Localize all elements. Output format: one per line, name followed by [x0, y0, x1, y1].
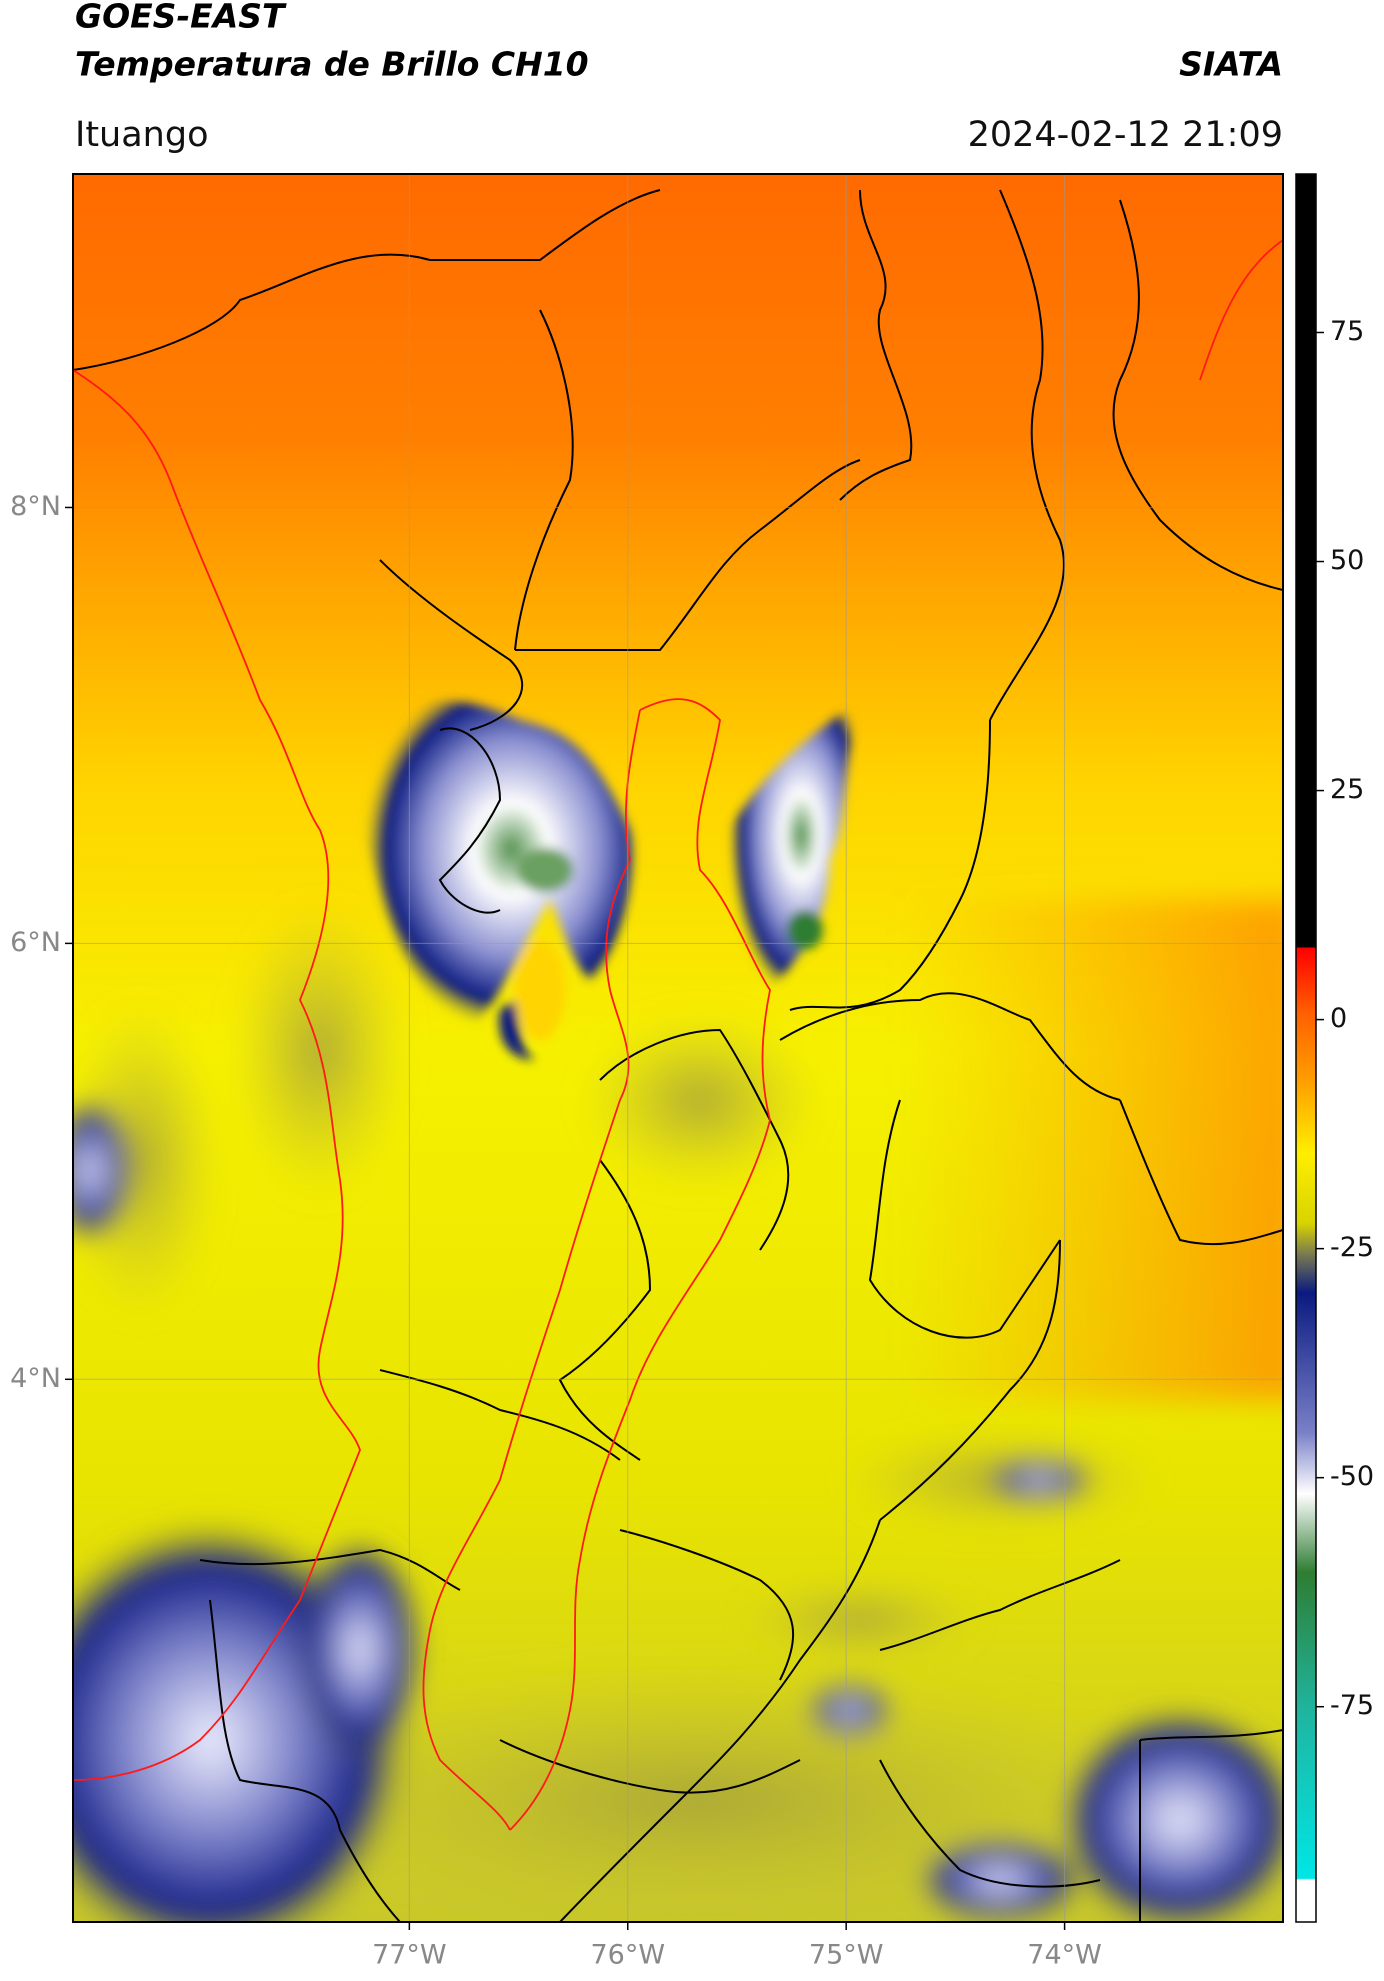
colorbar-tick-label: 50: [1330, 545, 1364, 576]
colorbar-tick-label: 0: [1330, 1003, 1347, 1034]
y-tick-label: 4°N: [10, 1363, 61, 1394]
map-frame: [72, 173, 1284, 1923]
location: Ituango: [75, 115, 209, 155]
map-imagery: [73, 174, 1283, 1922]
colorbar-tick-label: 25: [1330, 774, 1364, 805]
admin-borders: [73, 189, 1283, 1922]
x-tick-label: 77°W: [372, 1940, 447, 1971]
source: SIATA: [1179, 45, 1283, 84]
y-tick-label: 8°N: [10, 491, 61, 522]
x-tick-label: 76°W: [590, 1940, 665, 1971]
datetime: 2024-02-12 21:09: [968, 115, 1283, 155]
subtitle: Temperatura de Brillo CH10: [75, 45, 589, 84]
colorbar-tick-label: 75: [1330, 316, 1364, 347]
title: GOES-EAST: [75, 0, 287, 36]
region-border: [73, 239, 1283, 1831]
colorbar: [1295, 173, 1317, 1923]
x-tick-label: 75°W: [809, 1940, 884, 1971]
colorbar-tick-label: -75: [1330, 1690, 1374, 1721]
x-tick-label: 74°W: [1027, 1940, 1102, 1971]
colorbar-tick-label: -25: [1330, 1232, 1374, 1263]
colorbar-tick-label: -50: [1330, 1461, 1374, 1492]
graticule: [73, 174, 1283, 1922]
y-tick-label: 6°N: [10, 927, 61, 958]
